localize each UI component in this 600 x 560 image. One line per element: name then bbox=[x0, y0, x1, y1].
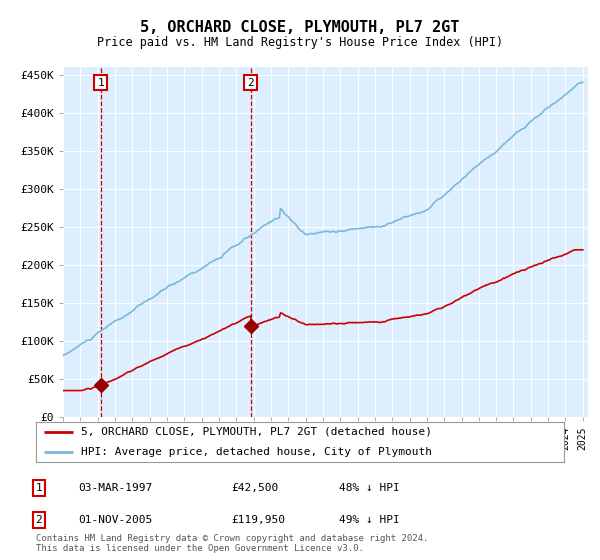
Text: 01-NOV-2005: 01-NOV-2005 bbox=[78, 515, 152, 525]
Text: 2: 2 bbox=[35, 515, 43, 525]
Text: 5, ORCHARD CLOSE, PLYMOUTH, PL7 2GT: 5, ORCHARD CLOSE, PLYMOUTH, PL7 2GT bbox=[140, 20, 460, 35]
Text: Price paid vs. HM Land Registry's House Price Index (HPI): Price paid vs. HM Land Registry's House … bbox=[97, 36, 503, 49]
Text: HPI: Average price, detached house, City of Plymouth: HPI: Average price, detached house, City… bbox=[81, 447, 432, 457]
Text: 1: 1 bbox=[97, 78, 104, 88]
Text: £119,950: £119,950 bbox=[231, 515, 285, 525]
Text: 03-MAR-1997: 03-MAR-1997 bbox=[78, 483, 152, 493]
Text: 5, ORCHARD CLOSE, PLYMOUTH, PL7 2GT (detached house): 5, ORCHARD CLOSE, PLYMOUTH, PL7 2GT (det… bbox=[81, 427, 432, 437]
Text: £42,500: £42,500 bbox=[231, 483, 278, 493]
Text: 49% ↓ HPI: 49% ↓ HPI bbox=[339, 515, 400, 525]
Text: Contains HM Land Registry data © Crown copyright and database right 2024.
This d: Contains HM Land Registry data © Crown c… bbox=[36, 534, 428, 553]
Text: 1: 1 bbox=[35, 483, 43, 493]
Text: 2: 2 bbox=[247, 78, 254, 88]
Text: 48% ↓ HPI: 48% ↓ HPI bbox=[339, 483, 400, 493]
